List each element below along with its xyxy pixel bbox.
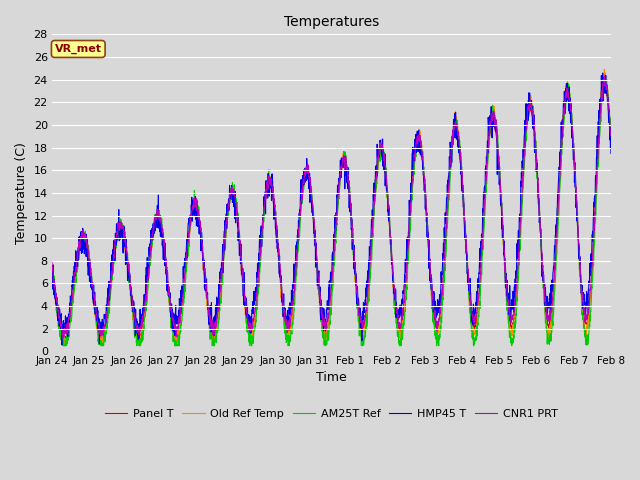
Line: AM25T Ref: AM25T Ref (52, 77, 611, 346)
Panel T (494, 151, 502, 157)
HMP45 T (599, 70, 607, 76)
CNR1 PRT (360, 320, 368, 326)
Old Ref Temp (573, 218, 581, 224)
HMP45 T (348, 216, 356, 222)
CNR1 PRT (59, 335, 67, 340)
Panel T (573, 217, 581, 223)
AM25T Ref (573, 218, 581, 224)
Old Ref Temp (48, 276, 56, 282)
Old Ref Temp (348, 221, 356, 227)
HMP45 T (204, 307, 212, 312)
HMP45 T (494, 161, 502, 167)
Line: Panel T: Panel T (52, 85, 611, 343)
AM25T Ref (360, 340, 368, 346)
Panel T (348, 222, 356, 228)
CNR1 PRT (494, 150, 502, 156)
Panel T (360, 325, 368, 331)
CNR1 PRT (558, 141, 566, 147)
Line: Old Ref Temp: Old Ref Temp (52, 69, 611, 345)
CNR1 PRT (48, 259, 56, 265)
Old Ref Temp (558, 128, 566, 134)
CNR1 PRT (204, 305, 212, 311)
Line: CNR1 PRT: CNR1 PRT (52, 76, 611, 337)
AM25T Ref (60, 343, 67, 348)
AM25T Ref (48, 264, 56, 270)
Panel T (204, 305, 212, 311)
Panel T (558, 143, 566, 149)
Old Ref Temp (360, 324, 368, 330)
AM25T Ref (607, 134, 615, 140)
HMP45 T (48, 266, 56, 272)
Line: HMP45 T: HMP45 T (52, 73, 611, 345)
AM25T Ref (348, 221, 356, 227)
HMP45 T (58, 342, 66, 348)
AM25T Ref (494, 146, 502, 152)
Old Ref Temp (607, 138, 615, 144)
Text: VR_met: VR_met (55, 44, 102, 54)
AM25T Ref (558, 152, 566, 157)
Title: Temperatures: Temperatures (284, 15, 379, 29)
AM25T Ref (204, 304, 212, 310)
AM25T Ref (602, 74, 609, 80)
Panel T (61, 340, 68, 346)
CNR1 PRT (607, 133, 615, 139)
Old Ref Temp (600, 66, 608, 72)
Old Ref Temp (61, 342, 68, 348)
Y-axis label: Temperature (C): Temperature (C) (15, 142, 28, 244)
X-axis label: Time: Time (316, 371, 347, 384)
CNR1 PRT (600, 73, 608, 79)
HMP45 T (573, 215, 581, 220)
Panel T (607, 141, 615, 147)
Panel T (602, 82, 609, 88)
HMP45 T (607, 151, 615, 156)
CNR1 PRT (573, 213, 581, 218)
HMP45 T (360, 301, 368, 307)
Panel T (48, 268, 56, 274)
Old Ref Temp (204, 313, 212, 319)
Legend: Panel T, Old Ref Temp, AM25T Ref, HMP45 T, CNR1 PRT: Panel T, Old Ref Temp, AM25T Ref, HMP45 … (100, 405, 562, 423)
Old Ref Temp (494, 149, 502, 155)
CNR1 PRT (348, 218, 356, 224)
HMP45 T (558, 125, 566, 131)
